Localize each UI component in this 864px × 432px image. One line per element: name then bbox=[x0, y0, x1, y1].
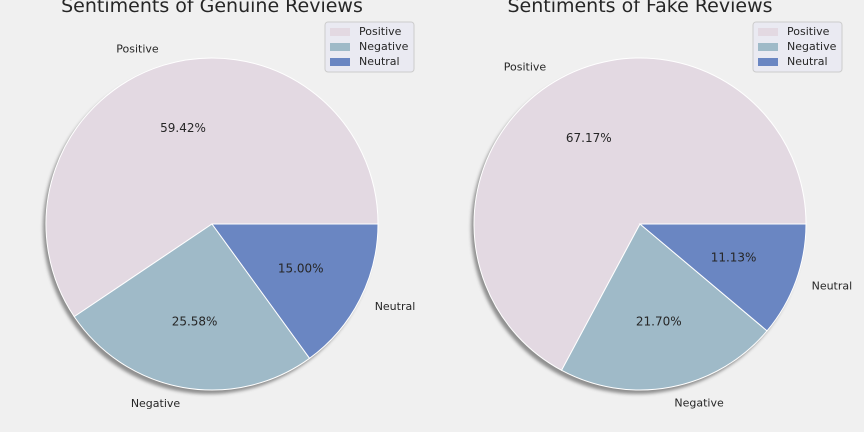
genuine-pie-chart: 59.42% Positive 25.58% Negative 15.00% Neutra… bbox=[43, 0, 415, 410]
fake-pct-label-negative: 21.70% bbox=[636, 314, 682, 328]
genuine-slice-positive bbox=[45, 57, 379, 318]
genuine-legend: Positive Negative Neutral bbox=[324, 21, 415, 73]
genuine-slice-neutral bbox=[211, 223, 379, 359]
fake-legend-label-negative: Negative bbox=[787, 40, 837, 53]
genuine-legend-label-neutral: Neutral bbox=[359, 55, 400, 68]
fake-legend-label-neutral: Neutral bbox=[787, 55, 828, 68]
fake-slice-negative bbox=[560, 223, 768, 391]
fake-category-label-neutral: Neutral bbox=[812, 280, 853, 293]
fake-pct-label-neutral: 11.13% bbox=[711, 251, 757, 265]
genuine-category-label-negative: Negative bbox=[131, 397, 181, 410]
fake-chart-title: Sentiments of Fake Reviews bbox=[507, 0, 772, 17]
genuine-legend-swatch-positive bbox=[330, 28, 350, 36]
genuine-legend-label-negative: Negative bbox=[359, 40, 409, 53]
fake-pct-label-positive: 67.17% bbox=[566, 131, 612, 145]
genuine-pct-label-neutral: 15.00% bbox=[278, 262, 324, 276]
genuine-category-label-positive: Positive bbox=[116, 42, 159, 55]
genuine-category-label-neutral: Neutral bbox=[375, 300, 416, 313]
fake-category-label-negative: Negative bbox=[674, 396, 724, 409]
genuine-chart-title: Sentiments of Genuine Reviews bbox=[61, 0, 363, 17]
fake-legend-swatch-positive bbox=[758, 28, 778, 36]
fake-pie-chart: 67.17% Positive 21.70% Negative 11.13% Neutra… bbox=[471, 0, 852, 409]
genuine-legend-swatch-negative bbox=[330, 43, 350, 51]
genuine-pct-label-negative: 25.58% bbox=[172, 315, 218, 329]
fake-slice-positive bbox=[473, 57, 807, 371]
fake-legend-swatch-negative bbox=[758, 43, 778, 51]
genuine-slice-negative bbox=[73, 223, 311, 391]
genuine-legend-swatch-neutral bbox=[330, 58, 350, 66]
fake-legend: Positive Negative Neutral bbox=[752, 21, 843, 73]
fake-category-label-positive: Positive bbox=[504, 60, 547, 73]
fake-legend-swatch-neutral bbox=[758, 58, 778, 66]
fake-slice-neutral bbox=[638, 223, 807, 332]
genuine-legend-label-positive: Positive bbox=[359, 25, 402, 38]
genuine-pct-label-positive: 59.42% bbox=[160, 121, 206, 135]
fake-legend-label-positive: Positive bbox=[787, 25, 830, 38]
